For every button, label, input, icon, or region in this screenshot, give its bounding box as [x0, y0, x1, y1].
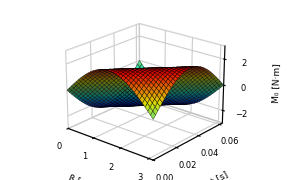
Y-axis label: t [s]: t [s] — [210, 170, 230, 180]
X-axis label: β [rad]: β [rad] — [67, 174, 99, 180]
